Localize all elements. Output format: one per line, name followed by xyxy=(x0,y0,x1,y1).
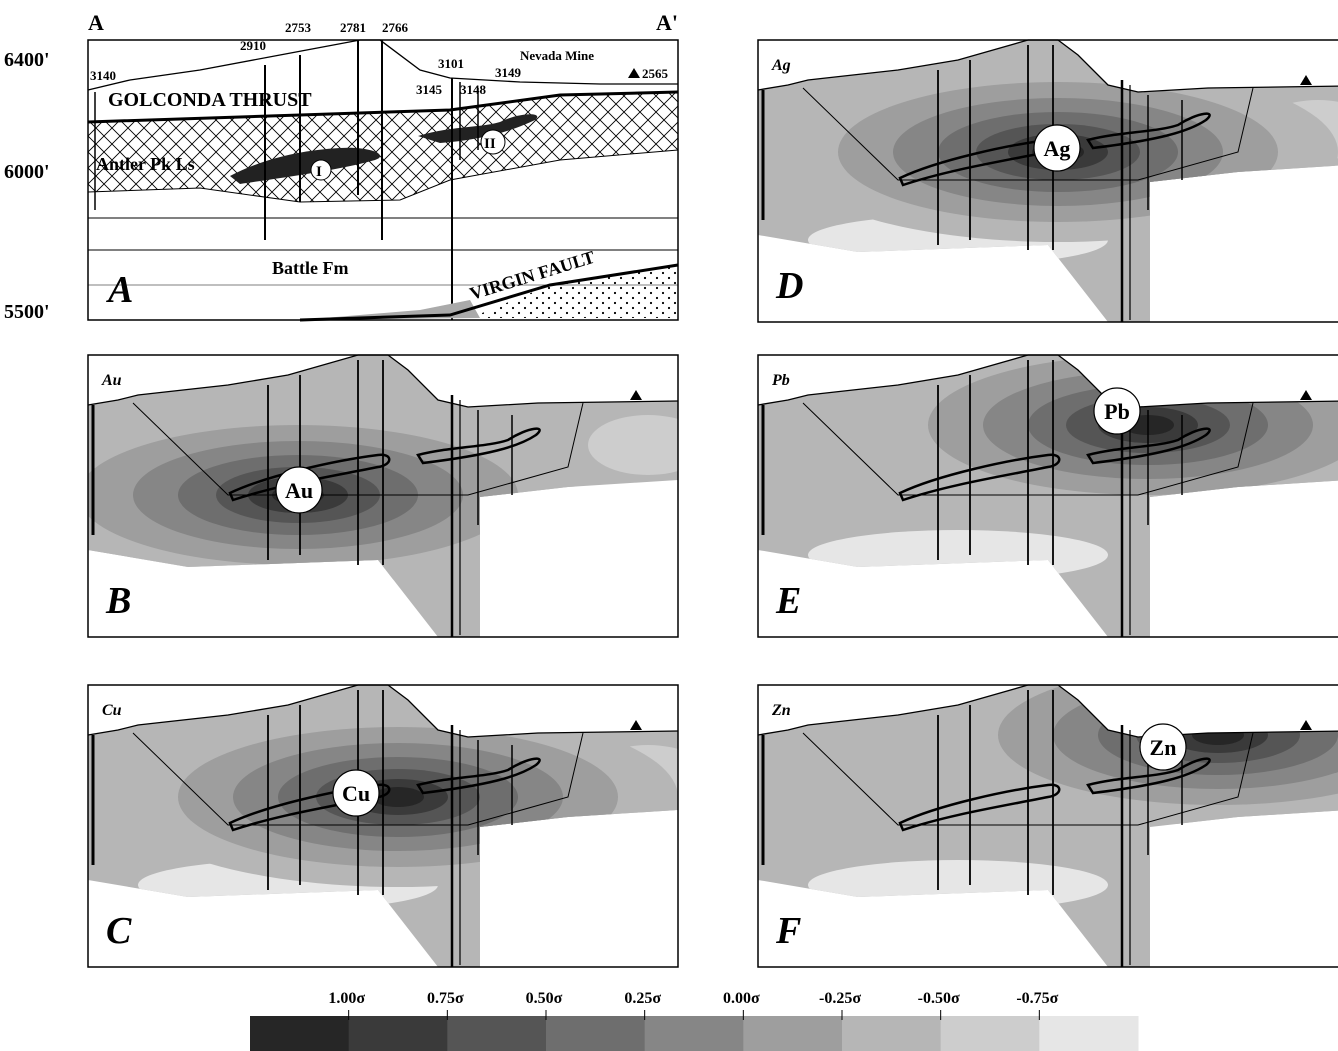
panel-letter: C xyxy=(106,910,132,952)
panel-letter: B xyxy=(105,580,131,622)
panel-letter: E xyxy=(775,580,801,622)
elevation-label: 6000' xyxy=(4,161,50,183)
colorbar-swatch xyxy=(250,1016,349,1051)
well-label: 2781 xyxy=(340,20,366,35)
marker-label: Ag xyxy=(1044,136,1071,161)
geochem-panel: Cu Cu C xyxy=(88,685,708,967)
thrust-label: GOLCONDA THRUST xyxy=(108,89,312,111)
colorbar-label: 0.50σ xyxy=(526,990,563,1007)
well-label: 3140 xyxy=(90,68,116,83)
colorbar-label: -0.75σ xyxy=(1016,990,1058,1007)
well-label: 3149 xyxy=(495,65,522,80)
element-label: Au xyxy=(101,372,122,389)
colorbar-swatch xyxy=(842,1016,941,1051)
orebody-label: II xyxy=(484,136,496,152)
colorbar-label: 1.00σ xyxy=(328,990,365,1007)
colorbar-label: 0.75σ xyxy=(427,990,464,1007)
element-label: Cu xyxy=(102,702,122,719)
element-label: Pb xyxy=(771,372,790,389)
well-label: 2753 xyxy=(285,20,312,35)
colorbar-label: 0.00σ xyxy=(723,990,760,1007)
shading xyxy=(88,685,708,967)
corner-label: A xyxy=(88,10,104,35)
marker-label: Au xyxy=(285,478,313,503)
mine-marker xyxy=(1300,720,1312,730)
panel-letter: A xyxy=(106,269,133,311)
panel-letter: F xyxy=(775,910,801,952)
shade xyxy=(588,415,708,475)
elevation-label: 6400' xyxy=(4,49,50,71)
cross-section: A A' 6400' 6000' 5500' 3140 2910 2753 27… xyxy=(4,10,678,323)
mine-marker xyxy=(630,390,642,400)
well-label: 3148 xyxy=(460,82,487,97)
colorbar-label: 0.25σ xyxy=(624,990,661,1007)
geochem-panel: Pb Pb E xyxy=(758,335,1338,637)
colorbar-label: -0.50σ xyxy=(918,990,960,1007)
colorbar-swatch xyxy=(447,1016,546,1051)
well-label: 2766 xyxy=(382,20,409,35)
shading xyxy=(758,40,1338,322)
element-label: Zn xyxy=(771,702,791,719)
well-label: 2910 xyxy=(240,38,266,53)
shade xyxy=(1192,725,1244,745)
panel-letter: D xyxy=(775,265,803,307)
colorbar-swatch xyxy=(1039,1016,1138,1051)
colorbar: 1.00σ 0.75σ 0.50σ 0.25σ 0.00σ -0.25σ -0.50σ -0.… xyxy=(250,990,1139,1051)
well-label: 2565 xyxy=(642,66,669,81)
orebody-label: I xyxy=(316,164,322,180)
figure: A A' 6400' 6000' 5500' 3140 2910 2753 27… xyxy=(0,0,1338,1051)
geochem-panel: Au Au B xyxy=(18,355,708,637)
shading xyxy=(758,645,1338,967)
mine-marker xyxy=(1300,75,1312,85)
well-label: 3101 xyxy=(438,56,464,71)
colorbar-swatch xyxy=(349,1016,448,1051)
colorbar-swatch xyxy=(743,1016,842,1051)
colorbar-swatch xyxy=(645,1016,744,1051)
colorbar-swatch xyxy=(941,1016,1040,1051)
elevation-label: 5500' xyxy=(4,301,50,323)
colorbar-label: -0.25σ xyxy=(819,990,861,1007)
well-label: 3145 xyxy=(416,82,443,97)
geochem-panel: Zn Zn F xyxy=(758,645,1338,967)
unit-label: Battle Fm xyxy=(272,258,348,278)
mine-marker xyxy=(1300,390,1312,400)
site-label: Nevada Mine xyxy=(520,48,594,63)
unit-label: Antler Pk Ls xyxy=(96,154,195,174)
colorbar-swatch xyxy=(546,1016,645,1051)
shading xyxy=(758,335,1338,637)
marker-label: Zn xyxy=(1150,735,1177,760)
element-label: Ag xyxy=(771,57,791,74)
geochem-panel: Ag Ag D xyxy=(758,40,1338,322)
shade xyxy=(808,530,1108,580)
marker-label: Cu xyxy=(342,781,370,806)
mine-marker xyxy=(630,720,642,730)
shade xyxy=(808,860,1108,910)
corner-label: A' xyxy=(656,10,678,35)
marker-label: Pb xyxy=(1104,399,1130,424)
